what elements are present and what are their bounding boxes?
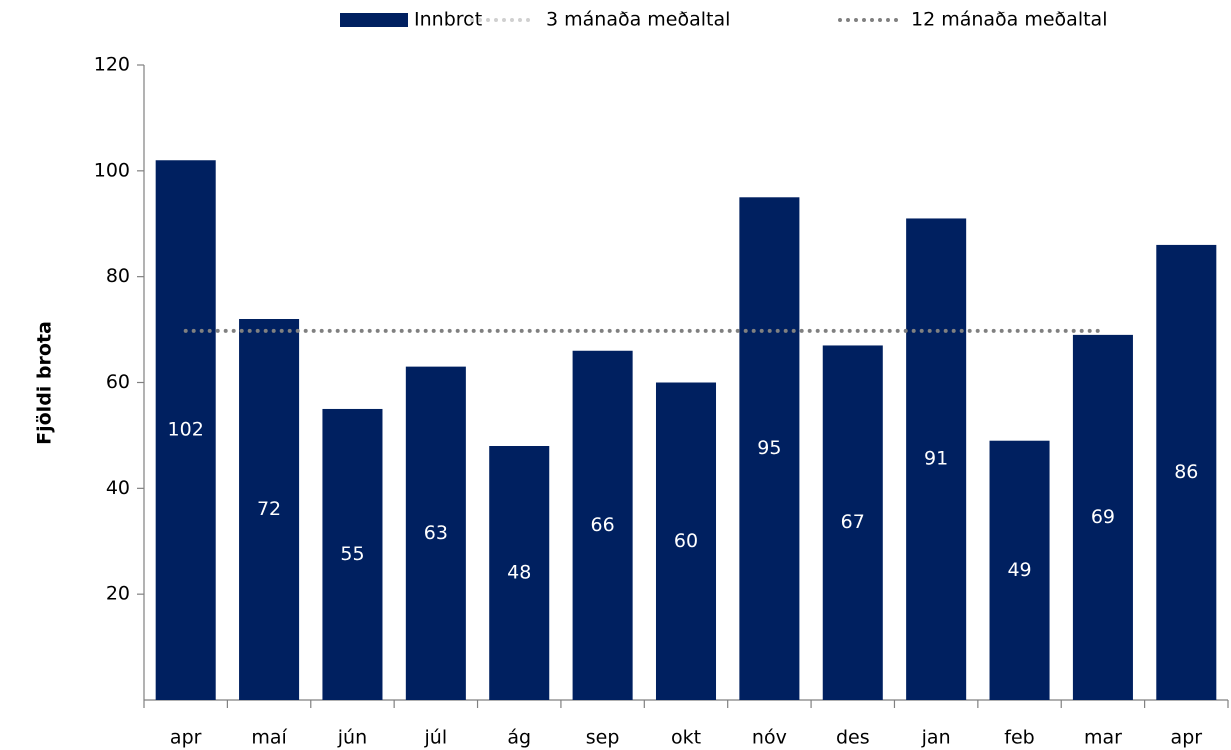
- data-label: 91: [924, 448, 948, 470]
- bar: [1156, 244, 1217, 700]
- data-label: 69: [1091, 506, 1115, 528]
- y-tick-label: 100: [94, 159, 130, 181]
- x-tick-label: apr: [1171, 727, 1203, 749]
- data-label: 63: [424, 522, 448, 544]
- legend-label: Innbrot: [414, 9, 482, 31]
- data-label: 102: [168, 419, 204, 441]
- data-label: 55: [340, 543, 364, 565]
- bar: [239, 319, 300, 700]
- x-tick-label: maí: [251, 727, 287, 749]
- y-tick-label: 40: [106, 477, 130, 499]
- data-label: 72: [257, 498, 281, 520]
- data-label: 67: [841, 511, 865, 533]
- bar: [1072, 334, 1133, 700]
- x-tick-label: mar: [1084, 727, 1122, 749]
- legend-label: 12 mánaða meðaltal: [911, 9, 1107, 31]
- y-tick-label: 20: [106, 583, 130, 605]
- x-tick-label: des: [836, 727, 870, 749]
- x-tick-label: sep: [586, 727, 620, 749]
- data-label: 60: [674, 530, 698, 552]
- x-tick-label: ág: [507, 727, 531, 749]
- y-tick-label: 80: [106, 265, 130, 287]
- x-tick-label: apr: [170, 727, 202, 749]
- data-label: 86: [1174, 461, 1198, 483]
- x-tick-label: feb: [1004, 727, 1034, 749]
- bar: [989, 440, 1050, 700]
- x-tick-label: jún: [337, 727, 367, 749]
- bar: [405, 366, 466, 700]
- bar: [572, 350, 633, 700]
- bar: [322, 408, 383, 700]
- bar: [155, 160, 216, 700]
- x-tick-label: júl: [424, 727, 448, 749]
- y-axis-label: Fjöldi brota: [34, 321, 56, 445]
- bar: [739, 197, 800, 700]
- y-tick-label: 120: [94, 54, 130, 76]
- data-label: 66: [591, 514, 615, 536]
- y-tick-label: 60: [106, 371, 130, 393]
- bar: [906, 218, 967, 701]
- x-tick-label: okt: [671, 727, 701, 749]
- bar: [822, 345, 883, 700]
- data-label: 95: [757, 437, 781, 459]
- legend-label: 3 mánaða meðaltal: [546, 9, 730, 31]
- x-tick-label: nóv: [752, 727, 787, 749]
- data-label: 48: [507, 562, 531, 584]
- x-tick-label: jan: [921, 727, 951, 749]
- data-label: 49: [1007, 559, 1031, 581]
- bar: [489, 446, 550, 700]
- legend-swatch: [340, 13, 408, 27]
- bar: [655, 382, 717, 700]
